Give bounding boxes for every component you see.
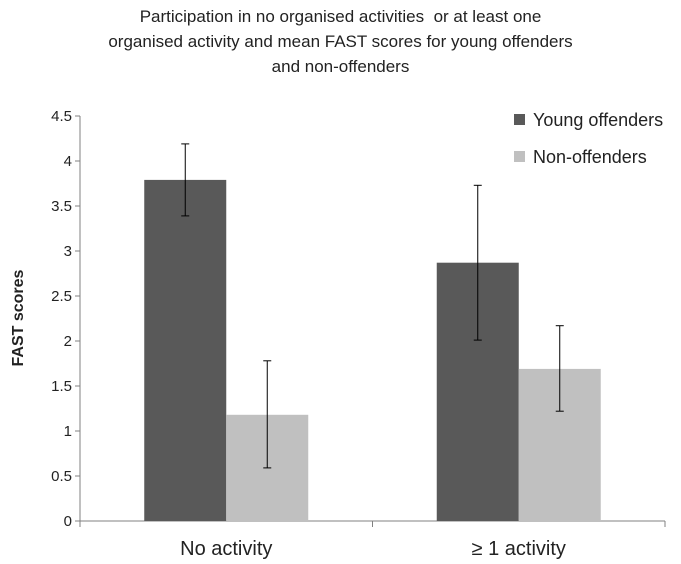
- y-tick-label: 2: [64, 333, 72, 350]
- x-axis-ticks: No activity ≥ 1 activity: [79, 521, 666, 560]
- legend-swatch: [514, 114, 525, 125]
- y-tick-label: 4.5: [51, 108, 72, 125]
- x-category-label: No activity: [180, 538, 272, 560]
- chart-title-line-3: and non-offenders: [271, 57, 410, 76]
- chart-title: Participation in no organised activities…: [0, 4, 681, 79]
- y-axis-label: FAST scores: [10, 269, 27, 366]
- y-tick-label: 1.5: [51, 378, 72, 395]
- error-bars: [181, 143, 564, 469]
- chart-title-line-1: Participation in no organised activities…: [139, 7, 542, 26]
- legend-label: Young offenders: [533, 110, 663, 130]
- y-tick-label: 0.5: [51, 468, 72, 485]
- legend-label: Non-offenders: [533, 147, 647, 167]
- x-category-label: ≥ 1 activity: [472, 538, 566, 560]
- y-tick-label: 2.5: [51, 288, 72, 305]
- bar: [144, 179, 227, 521]
- y-axis-ticks: 0 0.5 1 1.5 2 2.5 3 3.5 4 4.5: [51, 108, 80, 530]
- chart-title-line-2: organised activity and mean FAST scores …: [108, 32, 573, 51]
- y-tick-label: 4: [64, 153, 72, 170]
- bars: [144, 179, 601, 521]
- legend: Young offenders Non-offenders: [514, 110, 663, 167]
- legend-swatch: [514, 151, 525, 162]
- y-tick-label: 3.5: [51, 198, 72, 215]
- y-tick-label: 3: [64, 243, 72, 260]
- y-tick-label: 1: [64, 423, 72, 440]
- y-tick-label: 0: [64, 513, 72, 530]
